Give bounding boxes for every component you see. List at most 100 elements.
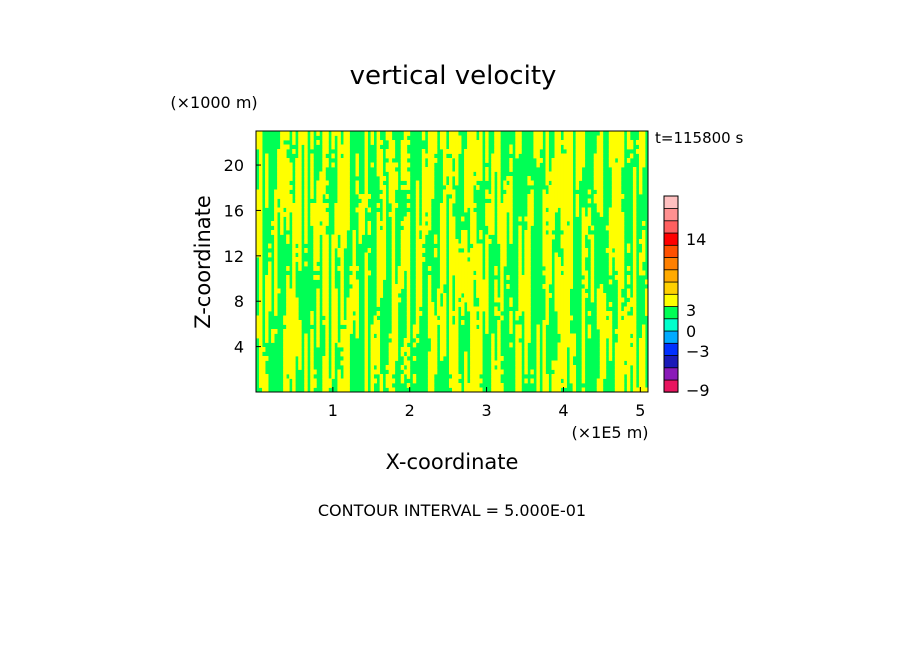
field-cell-positive xyxy=(542,212,546,217)
field-cell-positive xyxy=(599,194,604,199)
field-cell-positive xyxy=(497,329,501,334)
field-cell-positive xyxy=(608,225,613,231)
field-cell-positive xyxy=(590,257,595,262)
field-cell-positive xyxy=(259,383,263,388)
field-cell-positive xyxy=(476,329,480,334)
field-cell-positive xyxy=(298,239,302,244)
field-cell-positive xyxy=(617,162,622,168)
field-cell-positive xyxy=(617,360,622,366)
field-cell-positive xyxy=(439,351,444,357)
field-cell-positive xyxy=(620,135,625,141)
colorbar xyxy=(663,195,679,393)
field-cell-positive xyxy=(265,275,269,280)
field-cell-positive xyxy=(581,288,586,294)
field-cell-positive xyxy=(599,293,604,298)
field-cell-positive xyxy=(509,297,513,303)
field-cell-positive xyxy=(485,212,489,217)
field-cell-positive xyxy=(473,360,477,366)
field-cell-positive xyxy=(632,342,637,348)
field-cell-positive xyxy=(503,216,507,222)
field-cell-positive xyxy=(470,284,474,289)
field-cell-positive xyxy=(458,149,462,154)
field-cell-positive xyxy=(626,356,631,361)
field-cell-positive xyxy=(596,383,601,388)
field-cell-positive xyxy=(382,243,387,249)
field-cell-positive xyxy=(283,149,287,154)
field-cell-positive xyxy=(518,275,522,280)
field-cell-positive xyxy=(343,333,347,339)
field-cell-positive xyxy=(391,167,396,172)
field-cell-positive xyxy=(274,189,278,195)
field-cell-positive xyxy=(530,194,534,199)
field-cell-positive xyxy=(376,234,381,240)
field-cell-positive xyxy=(424,207,429,213)
field-cell-positive xyxy=(476,153,480,159)
field-cell-positive xyxy=(563,252,567,258)
field-cell-positive xyxy=(632,212,637,217)
field-cell-positive xyxy=(587,207,592,213)
field-cell-positive xyxy=(509,216,513,222)
field-cell-positive xyxy=(563,266,567,271)
field-cell-positive xyxy=(289,306,293,312)
field-cell-positive xyxy=(491,194,495,199)
field-cell-positive xyxy=(497,234,501,240)
field-cell-positive xyxy=(485,302,489,307)
field-cell-positive xyxy=(614,248,619,253)
field-cell-positive xyxy=(491,167,495,172)
field-cell-positive xyxy=(433,252,438,258)
field-cell-positive xyxy=(346,158,350,163)
field-cell-positive xyxy=(545,158,549,163)
field-cell-positive xyxy=(590,288,595,294)
field-cell-positive xyxy=(554,378,558,384)
field-cell-positive xyxy=(497,135,501,141)
field-cell-positive xyxy=(455,342,459,348)
field-cell-positive xyxy=(536,162,540,168)
field-cell-positive xyxy=(542,360,546,366)
field-cell-positive xyxy=(602,320,607,325)
field-cell-positive xyxy=(494,387,498,393)
field-cell-positive xyxy=(331,360,335,366)
field-cell-positive xyxy=(464,180,468,186)
field-cell-positive xyxy=(256,216,260,222)
field-cell-positive xyxy=(313,234,317,240)
field-cell-positive xyxy=(563,360,567,366)
field-cell-positive xyxy=(575,167,580,172)
field-cell-positive xyxy=(461,284,465,289)
field-cell-positive xyxy=(430,338,435,343)
field-cell-positive xyxy=(614,225,619,231)
field-cell-positive xyxy=(286,284,290,289)
field-cell-positive xyxy=(340,333,344,339)
field-cell-positive xyxy=(497,365,501,370)
field-cell-positive xyxy=(259,320,263,325)
field-cell-positive xyxy=(415,248,420,253)
field-cell-positive xyxy=(406,275,411,280)
field-cell-positive xyxy=(488,221,492,226)
field-cell-positive xyxy=(569,243,574,249)
field-cell-positive xyxy=(274,207,278,213)
field-cell-positive xyxy=(563,279,567,285)
field-cell-positive xyxy=(545,387,549,393)
field-cell-positive xyxy=(563,378,567,384)
field-cell-positive xyxy=(632,248,637,253)
field-cell-positive xyxy=(304,234,308,240)
field-cell-positive xyxy=(376,297,381,303)
field-cell-positive xyxy=(439,270,444,276)
field-cell-positive xyxy=(352,266,356,271)
field-cell-positive xyxy=(542,378,546,384)
field-cell-positive xyxy=(400,378,405,384)
field-cell-positive xyxy=(394,162,399,168)
field-cell-positive xyxy=(563,329,567,334)
field-cell-positive xyxy=(617,158,622,163)
field-cell-positive xyxy=(265,338,269,343)
field-cell-positive xyxy=(497,207,501,213)
field-cell-positive xyxy=(629,153,634,159)
field-cell-positive xyxy=(479,266,483,271)
field-cell-positive xyxy=(259,194,263,199)
field-cell-positive xyxy=(265,194,269,199)
field-cell-positive xyxy=(539,144,543,150)
field-cell-positive xyxy=(310,162,314,168)
field-cell-positive xyxy=(467,279,471,285)
field-cell-positive xyxy=(346,302,350,307)
field-cell-positive xyxy=(346,369,350,375)
field-cell-positive xyxy=(442,252,447,258)
